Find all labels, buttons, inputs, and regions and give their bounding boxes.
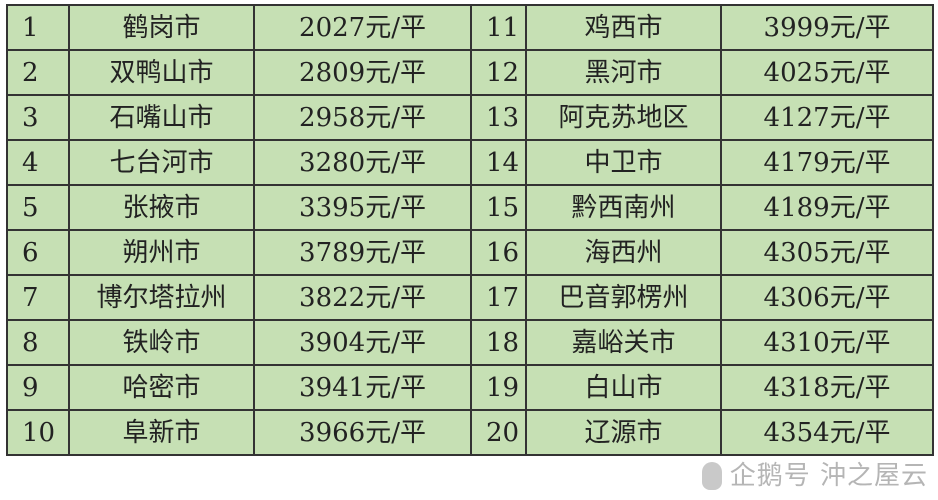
- price-cell: 3789元/平: [253, 229, 472, 276]
- price-cell: 2027元/平: [253, 4, 472, 51]
- city-cell: 石嘴山市: [68, 94, 255, 141]
- table-row: 5 张掖市 3395元/平 15 黔西南州 4189元/平: [6, 184, 934, 231]
- price-cell: 3822元/平: [253, 274, 472, 321]
- table-row: 10 阜新市 3966元/平 20 辽源市 4354元/平: [6, 409, 934, 456]
- table-row: 8 铁岭市 3904元/平 18 嘉峪关市 4310元/平: [6, 319, 934, 366]
- table-row: 6 朔州市 3789元/平 16 海西州 4305元/平: [6, 229, 934, 276]
- rank-cell: 15: [470, 184, 527, 231]
- city-cell: 黔西南州: [525, 184, 722, 231]
- price-cell: 3280元/平: [253, 139, 472, 186]
- city-cell: 七台河市: [68, 139, 255, 186]
- price-cell: 2809元/平: [253, 49, 472, 96]
- city-cell: 博尔塔拉州: [68, 274, 255, 321]
- price-cell: 4305元/平: [720, 229, 934, 276]
- city-cell: 哈密市: [68, 364, 255, 411]
- price-cell: 2958元/平: [253, 94, 472, 141]
- rank-cell: 20: [470, 409, 527, 456]
- rank-cell: 4: [6, 139, 70, 186]
- city-cell: 巴音郭楞州: [525, 274, 722, 321]
- rank-cell: 14: [470, 139, 527, 186]
- rank-cell: 6: [6, 229, 70, 276]
- table-row: 3 石嘴山市 2958元/平 13 阿克苏地区 4127元/平: [6, 94, 934, 141]
- rank-cell: 5: [6, 184, 70, 231]
- price-cell: 4310元/平: [720, 319, 934, 366]
- city-cell: 辽源市: [525, 409, 722, 456]
- city-price-table: 1 鹤岗市 2027元/平 11 鸡西市 3999元/平 2 双鸭山市 2809元/平 12 黑河市…: [6, 4, 934, 456]
- price-cell: 4127元/平: [720, 94, 934, 141]
- city-cell: 海西州: [525, 229, 722, 276]
- table-row: 9 哈密市 3941元/平 19 白山市 4318元/平: [6, 364, 934, 411]
- price-cell: 4318元/平: [720, 364, 934, 411]
- city-cell: 中卫市: [525, 139, 722, 186]
- price-cell: 3999元/平: [720, 4, 934, 51]
- rank-cell: 10: [6, 409, 70, 456]
- watermark-container: 企鹅号 沖之屋云: [701, 458, 928, 494]
- price-cell: 3966元/平: [253, 409, 472, 456]
- price-cell: 4025元/平: [720, 49, 934, 96]
- rank-cell: 16: [470, 229, 527, 276]
- city-cell: 阿克苏地区: [525, 94, 722, 141]
- table-row: 1 鹤岗市 2027元/平 11 鸡西市 3999元/平: [6, 4, 934, 51]
- price-cell: 3941元/平: [253, 364, 472, 411]
- watermark: 企鹅号 沖之屋云: [729, 461, 928, 491]
- city-cell: 鹤岗市: [68, 4, 255, 51]
- city-cell: 张掖市: [68, 184, 255, 231]
- rank-cell: 18: [470, 319, 527, 366]
- city-cell: 阜新市: [68, 409, 255, 456]
- city-cell: 黑河市: [525, 49, 722, 96]
- rank-cell: 9: [6, 364, 70, 411]
- rank-cell: 7: [6, 274, 70, 321]
- rank-cell: 12: [470, 49, 527, 96]
- rank-cell: 2: [6, 49, 70, 96]
- table-row: 4 七台河市 3280元/平 14 中卫市 4179元/平: [6, 139, 934, 186]
- price-cell: 4306元/平: [720, 274, 934, 321]
- price-cell: 3904元/平: [253, 319, 472, 366]
- table-row: 7 博尔塔拉州 3822元/平 17 巴音郭楞州 4306元/平: [6, 274, 934, 321]
- rank-cell: 11: [470, 4, 527, 51]
- price-cell: 4179元/平: [720, 139, 934, 186]
- price-cell: 4189元/平: [720, 184, 934, 231]
- rank-cell: 13: [470, 94, 527, 141]
- city-cell: 铁岭市: [68, 319, 255, 366]
- table-row: 2 双鸭山市 2809元/平 12 黑河市 4025元/平: [6, 49, 934, 96]
- penguin-icon: [701, 462, 722, 490]
- city-cell: 白山市: [525, 364, 722, 411]
- city-cell: 双鸭山市: [68, 49, 255, 96]
- price-cell: 3395元/平: [253, 184, 472, 231]
- rank-cell: 8: [6, 319, 70, 366]
- price-cell: 4354元/平: [720, 409, 934, 456]
- rank-cell: 1: [6, 4, 70, 51]
- city-cell: 嘉峪关市: [525, 319, 722, 366]
- rank-cell: 19: [470, 364, 527, 411]
- rank-cell: 3: [6, 94, 70, 141]
- city-cell: 朔州市: [68, 229, 255, 276]
- city-cell: 鸡西市: [525, 4, 722, 51]
- rank-cell: 17: [470, 274, 527, 321]
